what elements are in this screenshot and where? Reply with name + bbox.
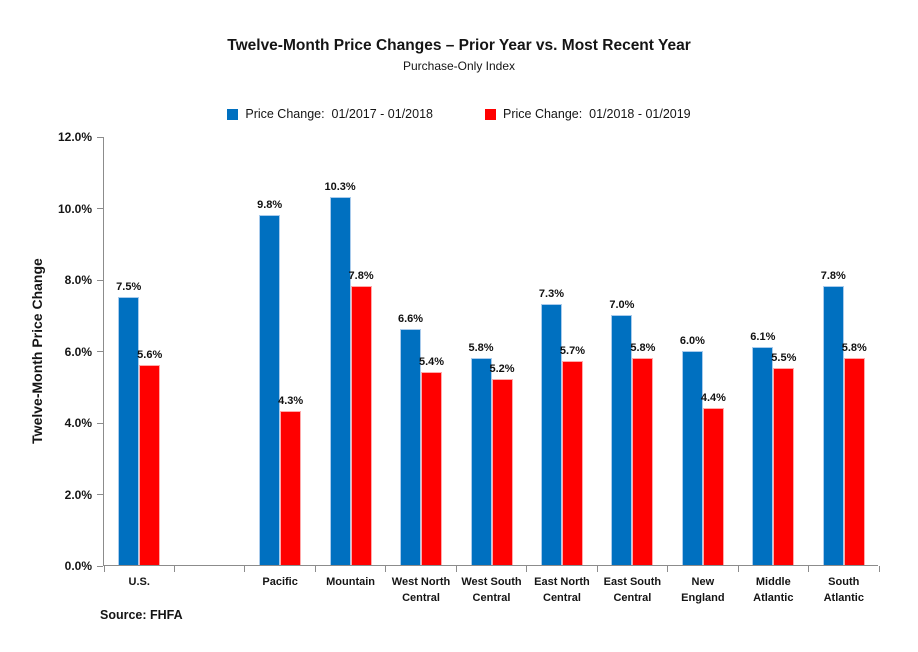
value-label: 7.8% <box>348 270 374 283</box>
bar-recent-new-england <box>702 407 724 565</box>
legend-swatch-red-icon <box>485 108 496 120</box>
x-axis-tick <box>878 566 880 572</box>
value-label: 5.5% <box>771 352 797 365</box>
y-axis-tick <box>97 136 103 138</box>
value-label: 5.6% <box>137 348 163 361</box>
plot-area: 0.0% 2.0% 4.0% 6.0% 8.0% 10.0% 12.0% 7.5% 5.6% U.… <box>58 130 880 604</box>
bar-recent-west-north-central <box>421 371 443 565</box>
bar-recent-west-south-central <box>491 379 513 565</box>
bar-recent-east-north-central <box>561 361 583 565</box>
y-axis-tick <box>97 494 103 495</box>
value-label: 6.1% <box>750 330 776 343</box>
y-axis-tick-label: 6.0% <box>64 344 92 359</box>
bar-prior-u-s <box>118 296 140 565</box>
bar-prior-pacific <box>259 214 281 565</box>
bar-prior-new-england <box>681 350 703 565</box>
y-axis-tick-label: 4.0% <box>64 416 92 430</box>
bar-prior-east-south-central <box>611 314 633 565</box>
y-axis-tick <box>97 422 103 424</box>
value-label: 4.4% <box>700 391 726 404</box>
x-axis-tick <box>103 566 105 572</box>
bar-prior-west-south-central <box>470 357 492 565</box>
y-axis-tick <box>97 351 103 352</box>
category-label: Middle Atlantic <box>753 576 794 604</box>
y-axis-title: Twelve-Month Price Change <box>29 258 45 444</box>
value-label: 5.8% <box>841 341 867 354</box>
chart-subtitle: Purchase-Only Index <box>402 59 516 73</box>
value-label: 6.0% <box>679 334 705 347</box>
bar-recent-u-s <box>139 364 161 565</box>
category-label: U.S. <box>128 576 150 588</box>
x-axis-tick <box>667 566 669 572</box>
x-axis-tick <box>455 566 457 572</box>
value-label: 5.4% <box>418 355 445 368</box>
y-axis-tick-label: 12.0% <box>57 130 92 144</box>
y-axis-tick <box>97 565 103 567</box>
value-label: 5.8% <box>630 341 656 354</box>
x-axis-tick <box>526 566 528 572</box>
source-note: Source: FHFA <box>100 608 183 622</box>
x-axis-tick <box>173 566 175 572</box>
category-label: West South Central <box>461 576 522 604</box>
x-axis-tick <box>385 566 387 572</box>
value-label: 5.2% <box>489 363 515 376</box>
category-label: West North Central <box>391 576 451 604</box>
value-label: 7.3% <box>538 288 564 301</box>
legend-label: Price Change: 01/2017 - 01/2018 <box>245 107 433 121</box>
value-label: 6.6% <box>397 313 424 326</box>
value-label: 10.3% <box>324 180 356 193</box>
legend-swatch-blue-icon <box>227 108 239 120</box>
x-axis-tick <box>244 566 246 572</box>
x-axis-tick <box>808 566 810 572</box>
bar-recent-south-atlantic <box>843 357 865 565</box>
y-axis-tick-label: 2.0% <box>64 487 92 502</box>
category-label: South Atlantic <box>823 576 864 604</box>
category-label: New England <box>681 576 725 604</box>
y-axis-tick <box>97 208 103 209</box>
bar-prior-east-north-central <box>540 304 562 565</box>
bar-recent-east-south-central <box>632 357 654 565</box>
category-label: Mountain <box>326 576 376 588</box>
value-label: 5.8% <box>468 341 494 354</box>
value-label: 7.8% <box>820 270 846 283</box>
x-axis-tick <box>737 566 739 572</box>
category-label: Pacific <box>262 576 298 588</box>
legend-label: Price Change: 01/2018 - 01/2019 <box>503 107 691 121</box>
y-axis-tick <box>97 279 103 281</box>
category-label: East South Central <box>603 576 662 604</box>
bar-prior-middle-atlantic <box>752 346 774 565</box>
legend: Price Change: 01/2017 - 01/2018 Price Ch… <box>0 107 918 121</box>
category-label: East North Central <box>534 576 590 604</box>
bar-prior-south-atlantic <box>822 286 844 565</box>
y-axis-tick-label: 8.0% <box>64 273 92 287</box>
legend-item-recent-year: Price Change: 01/2018 - 01/2019 <box>485 107 691 121</box>
bar-recent-middle-atlantic <box>773 368 795 565</box>
bar-recent-pacific <box>280 411 302 565</box>
chart-title: Twelve-Month Price Changes – Prior Year … <box>227 37 691 54</box>
value-label: 9.8% <box>257 198 283 211</box>
bar-prior-west-north-central <box>400 329 422 565</box>
value-label: 7.0% <box>609 298 635 311</box>
value-label: 4.3% <box>278 395 304 408</box>
legend-item-prior-year: Price Change: 01/2017 - 01/2018 <box>227 107 433 121</box>
value-label: 7.5% <box>116 280 142 293</box>
value-label: 5.7% <box>559 345 585 358</box>
y-axis-tick-label: 10.0% <box>57 201 92 216</box>
bar-prior-mountain <box>329 196 351 565</box>
bar-recent-mountain <box>350 286 372 565</box>
x-axis-tick <box>596 566 598 572</box>
y-axis-tick-label: 0.0% <box>64 559 92 573</box>
x-axis-tick <box>314 566 316 572</box>
